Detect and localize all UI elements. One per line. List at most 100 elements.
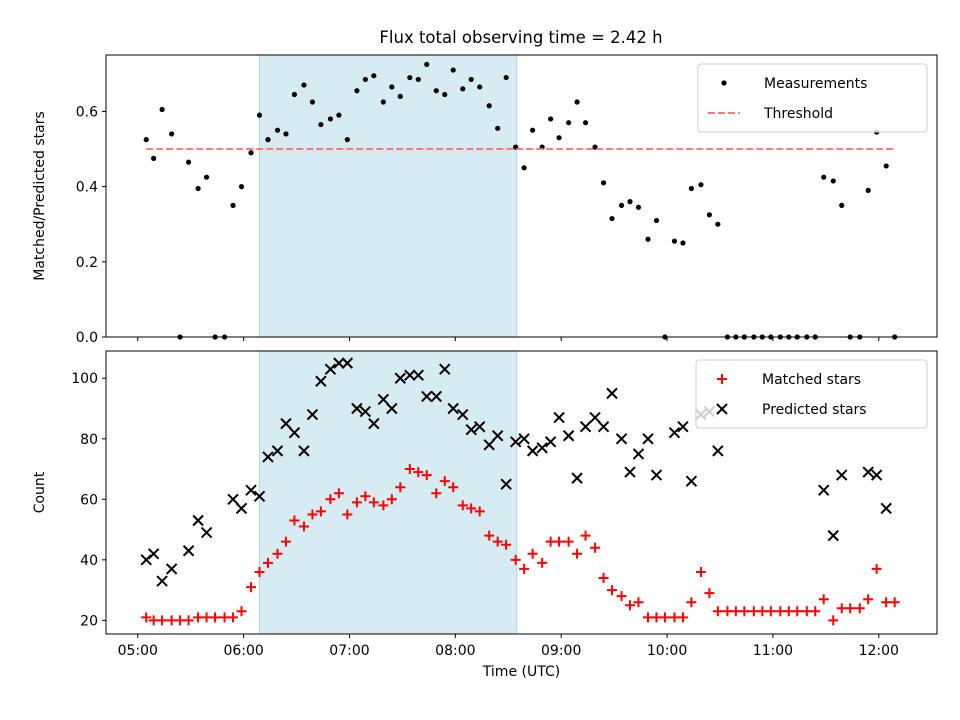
matched-point: [474, 506, 485, 517]
legend-marker: [721, 80, 727, 86]
measurement-point: [821, 174, 827, 180]
predicted-point: [509, 436, 522, 448]
measurement-point: [635, 204, 642, 210]
matched-point: [246, 582, 257, 593]
matched-point: [386, 494, 397, 505]
predicted-point: [315, 375, 327, 387]
measurement-point: [248, 150, 254, 156]
measurement-point: [450, 67, 456, 73]
measurement-point: [185, 159, 192, 165]
measurement-point: [380, 99, 386, 105]
matched-point: [572, 548, 583, 559]
matched-point: [280, 536, 291, 547]
measurement-point: [688, 185, 695, 192]
matched-point: [765, 606, 776, 617]
measurement-point: [327, 116, 334, 122]
panel-ratio: 0.0 0.2 0.4 0.6 Matched/Predicted stars Mea…: [32, 54, 938, 346]
predicted-point: [280, 417, 292, 430]
predicted-point: [421, 390, 433, 403]
matched-point: [686, 597, 697, 608]
legend-label-matched-stars: Matched stars: [762, 372, 861, 388]
matched-point: [175, 615, 186, 626]
predicted-point: [262, 451, 274, 463]
matched-point: [201, 612, 212, 623]
ytick-label: 60: [80, 492, 98, 508]
predicted-point: [351, 402, 363, 415]
measurement-point: [477, 84, 483, 90]
measurement-point: [600, 180, 607, 186]
measurement-point: [566, 120, 572, 126]
series-measurements: [143, 61, 898, 340]
predicted-point: [562, 430, 575, 442]
predicted-point: [862, 466, 874, 478]
matched-point: [315, 506, 326, 517]
matched-point: [148, 615, 159, 626]
measurement-point: [865, 187, 871, 193]
matched-point: [510, 554, 521, 565]
measurement-point: [362, 76, 368, 83]
predicted-point: [836, 469, 848, 481]
measurement-point: [486, 103, 492, 109]
measurement-point: [256, 112, 263, 118]
predicted-point: [615, 433, 628, 445]
matched-point: [863, 594, 874, 605]
measurement-point: [503, 74, 509, 81]
measurement-point: [195, 185, 201, 192]
measurement-point: [151, 155, 157, 161]
measurement-point: [159, 106, 165, 113]
xtick-label: 12:00: [859, 643, 899, 659]
legend-box: [697, 63, 928, 133]
predicted-point: [624, 466, 636, 478]
measurement-point: [424, 61, 430, 67]
predicted-point: [544, 436, 557, 448]
bottom-xlabel: Time (UTC): [482, 664, 560, 680]
top-axis-ticks: 0.0 0.2 0.4 0.6: [76, 104, 880, 346]
measurement-point: [407, 74, 413, 81]
matched-point: [607, 585, 618, 596]
matched-point: [413, 467, 424, 478]
matched-point: [677, 612, 688, 623]
predicted-point: [518, 433, 530, 445]
measurement-point: [715, 221, 721, 227]
matched-point: [563, 536, 574, 547]
matched-point: [810, 606, 821, 617]
predicted-point: [536, 442, 548, 454]
measurement-point: [627, 199, 633, 205]
matched-point: [289, 515, 300, 526]
predicted-point: [200, 526, 213, 539]
measurement-point: [548, 116, 554, 122]
predicted-point: [165, 563, 178, 575]
matched-point: [643, 612, 654, 623]
predicted-point: [553, 411, 565, 424]
xtick-label: 07:00: [329, 643, 369, 659]
matched-point: [378, 500, 389, 511]
measurement-point: [203, 174, 210, 180]
measurement-point: [283, 131, 289, 137]
measurement-point: [698, 182, 704, 188]
legend-box: [695, 359, 928, 429]
matched-point: [818, 594, 829, 605]
measurement-point: [354, 88, 360, 94]
matched-point: [395, 482, 406, 493]
matched-point: [881, 597, 892, 608]
matched-point: [492, 536, 503, 547]
measurement-point: [433, 88, 439, 94]
matched-point: [210, 612, 221, 623]
xtick-label: 08:00: [435, 643, 475, 659]
measurement-point: [143, 137, 149, 143]
matched-point: [783, 606, 794, 617]
predicted-point: [606, 387, 618, 400]
matched-point: [828, 615, 839, 626]
measurement-point: [830, 178, 836, 184]
predicted-point: [386, 402, 398, 415]
matched-point: [466, 503, 477, 514]
measurement-point: [238, 184, 245, 190]
measurement-point: [671, 238, 678, 244]
predicted-point: [483, 439, 495, 451]
matched-point: [342, 509, 353, 520]
matched-point: [333, 488, 344, 499]
matched-point: [669, 612, 680, 623]
predicted-point: [245, 484, 257, 496]
matched-point: [519, 563, 530, 574]
